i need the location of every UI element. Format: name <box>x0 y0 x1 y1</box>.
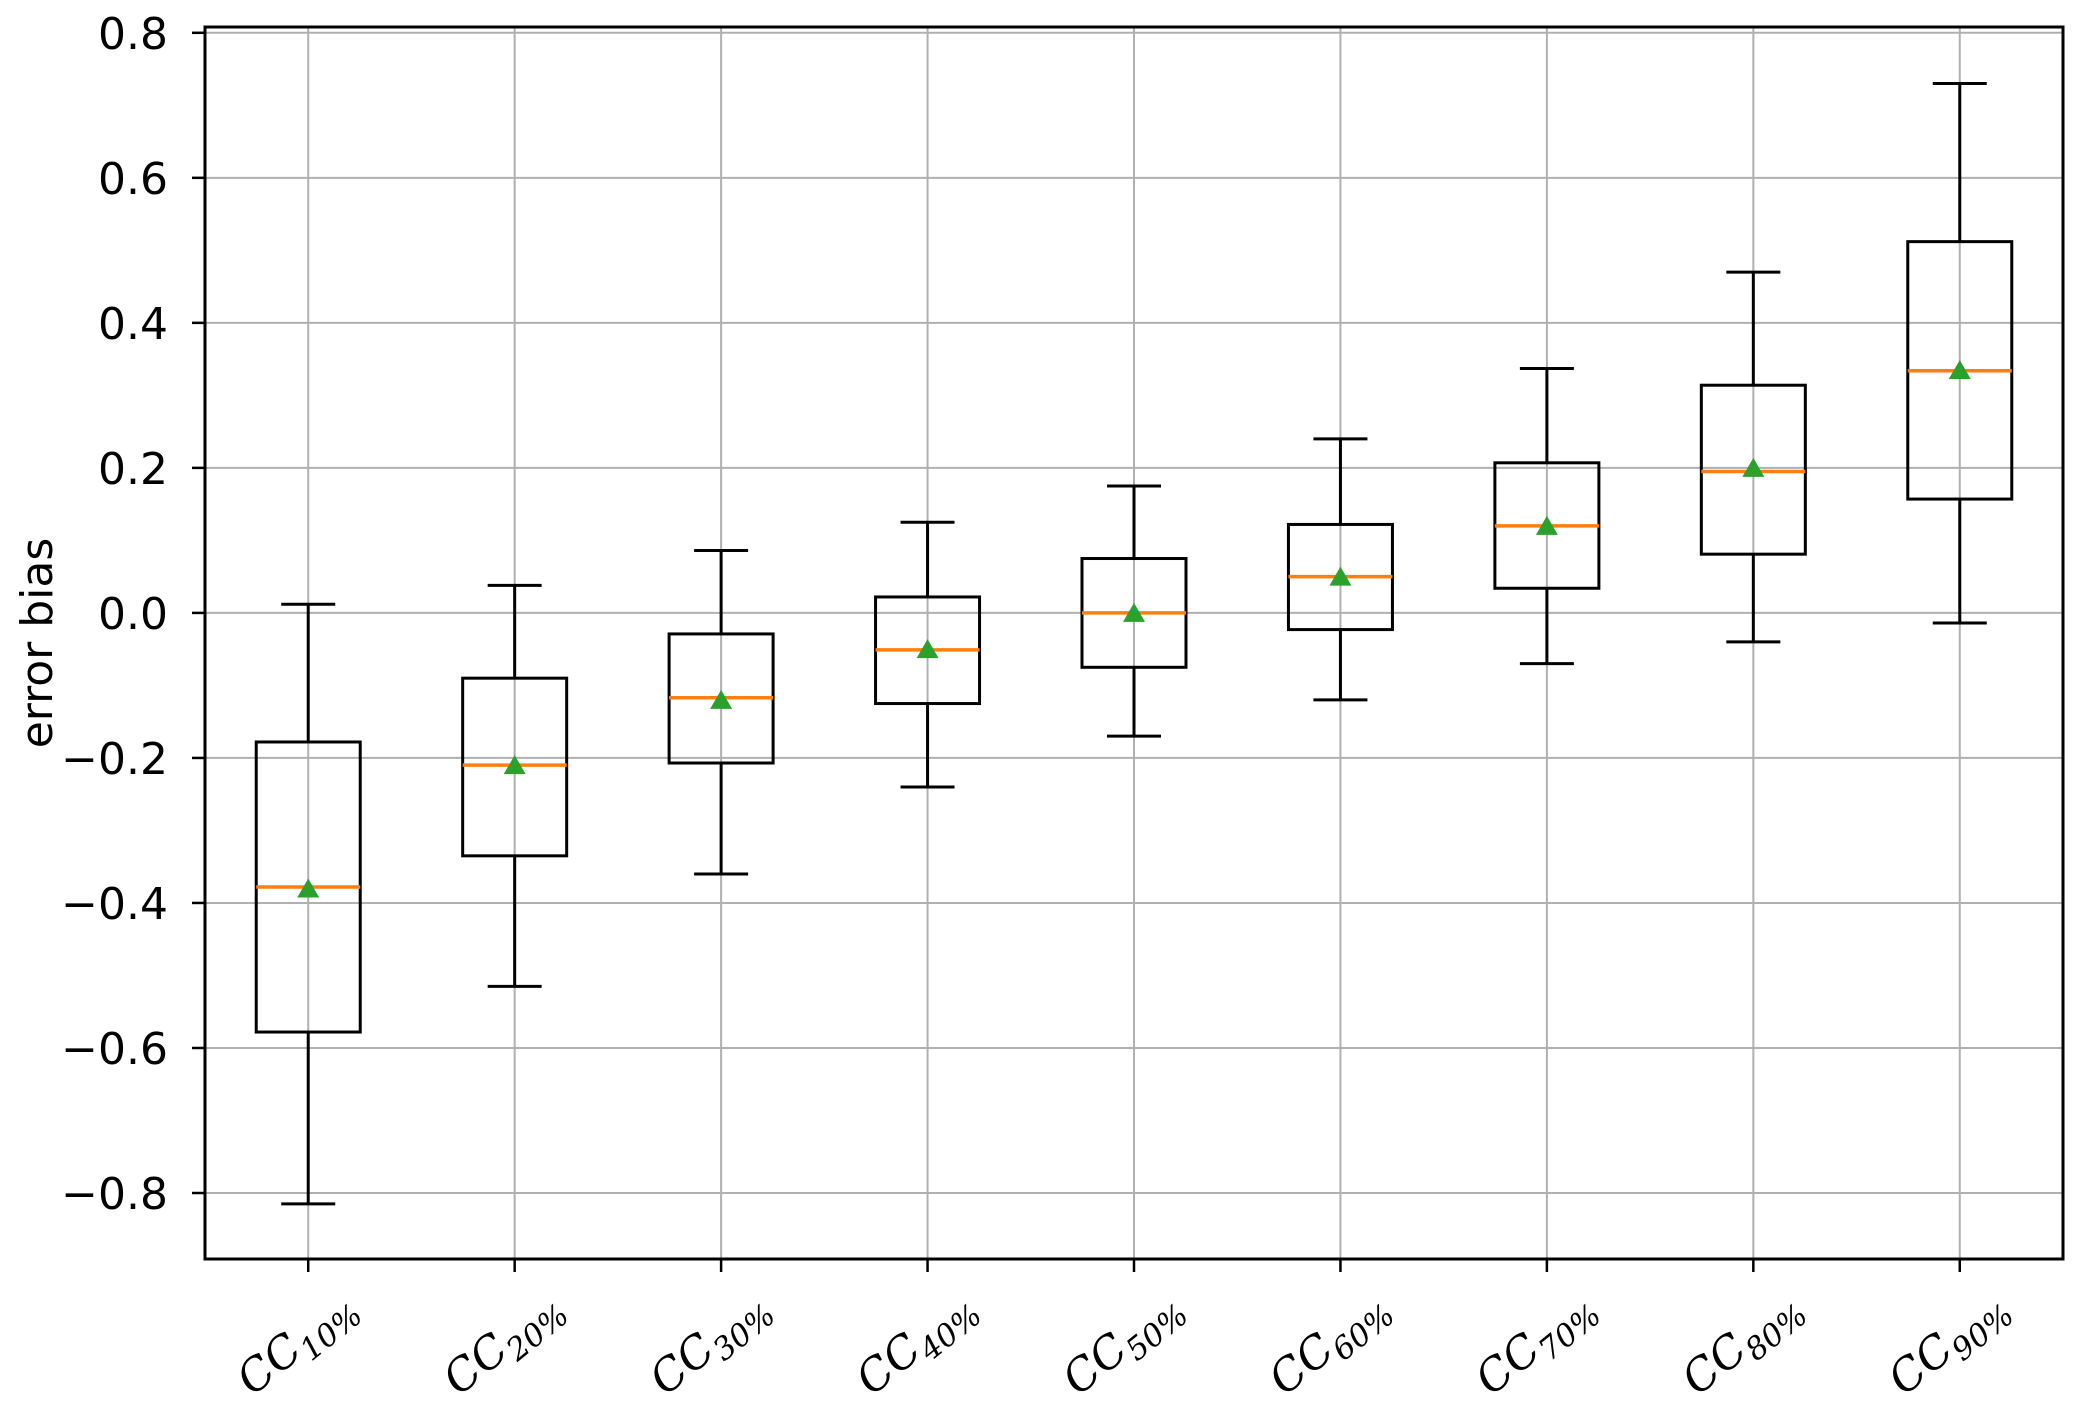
y-tick-label: 0.4 <box>98 299 168 350</box>
boxplot-CC20% <box>461 583 569 988</box>
y-tick-label: −0.4 <box>61 879 168 930</box>
y-tick-label: −0.8 <box>61 1169 168 1220</box>
mean-marker <box>503 755 526 775</box>
boxplot-CC90% <box>1906 82 2014 625</box>
y-tick-label: 0.6 <box>98 154 168 205</box>
boxplot-CC40% <box>874 520 982 789</box>
mean-marker <box>297 878 320 898</box>
iqr-box <box>1699 383 1807 556</box>
mean-marker <box>1329 566 1352 586</box>
boxplot-CC70% <box>1493 367 1601 666</box>
y-tick-label: −0.2 <box>61 734 168 785</box>
y-tick-label: 0.8 <box>98 9 168 60</box>
x-tick-label: CC80% <box>1672 1280 1814 1411</box>
y-tick-label: 0.2 <box>98 444 168 495</box>
x-tick-label: CC40% <box>846 1280 988 1411</box>
mean-marker <box>710 689 733 709</box>
x-tick-label: CC90% <box>1879 1280 2021 1411</box>
x-tick-label: CC60% <box>1259 1280 1401 1411</box>
mean-marker <box>1535 515 1558 535</box>
boxplot-CC50% <box>1080 484 1188 738</box>
mean-marker <box>916 639 939 659</box>
boxplot-CC10% <box>254 602 362 1206</box>
x-tick-label: CC50% <box>1053 1280 1195 1411</box>
y-tick-label: −0.6 <box>61 1024 168 1075</box>
y-tick-label: 0.0 <box>98 589 168 640</box>
y-axis-label: error bias <box>12 538 63 749</box>
boxplot-CC80% <box>1699 270 1807 644</box>
mean-marker <box>1123 602 1145 622</box>
mean-marker <box>1948 359 1971 379</box>
iqr-box <box>461 676 569 858</box>
mean-marker <box>1742 457 1765 477</box>
grid-layer <box>205 27 2063 1259</box>
boxplot-CC30% <box>667 549 775 876</box>
x-tick-label: CC30% <box>640 1280 782 1411</box>
x-tick-label: CC20% <box>434 1280 576 1411</box>
x-tick-label: CC10% <box>227 1280 369 1411</box>
x-tick-label: CC70% <box>1466 1280 1608 1411</box>
boxplot-CC60% <box>1286 437 1394 702</box>
box-layer <box>254 82 2014 1206</box>
